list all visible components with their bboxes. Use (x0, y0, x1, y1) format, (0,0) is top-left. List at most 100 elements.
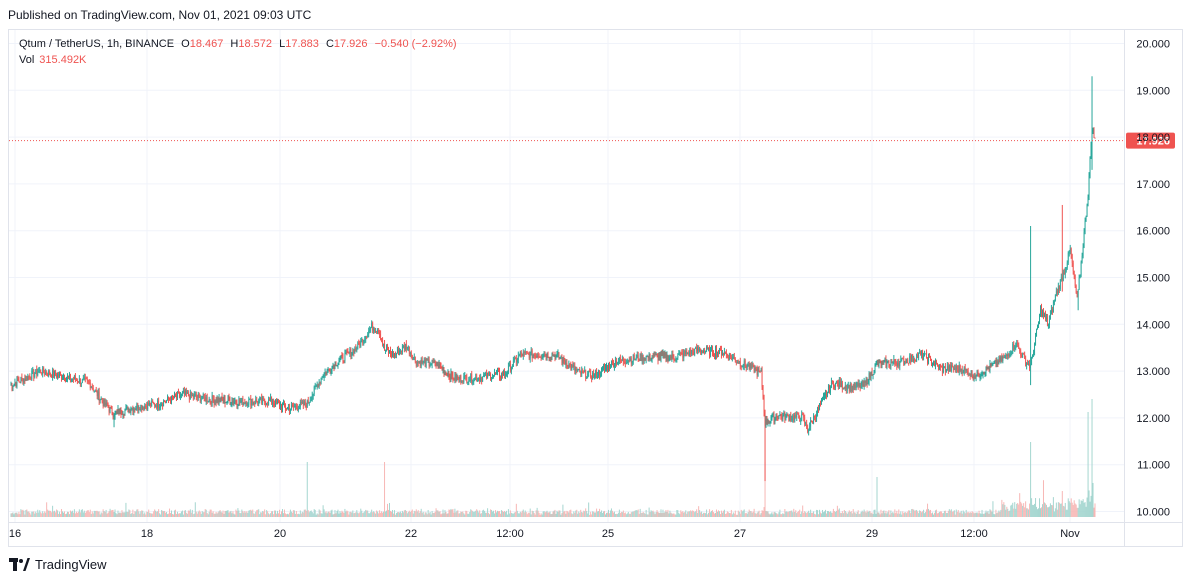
candle-body (450, 371, 452, 380)
candle-body (791, 418, 793, 420)
volume-bar (208, 511, 210, 517)
candle-body (343, 360, 345, 362)
volume-bar (946, 512, 948, 517)
candle-body (965, 369, 967, 371)
candle-body (1072, 262, 1074, 271)
volume-bar (795, 510, 797, 517)
candle-body (319, 381, 321, 383)
candle-body (232, 401, 234, 404)
candle-body (1015, 345, 1017, 348)
volume-bar (70, 511, 72, 517)
chart-frame[interactable] (8, 29, 1183, 547)
candle-body (44, 372, 46, 375)
candle-body (98, 391, 100, 401)
candle-body (638, 360, 640, 362)
volume-bar (180, 511, 182, 517)
candle-body (828, 386, 829, 393)
symbol-label[interactable]: Qtum / TetherUS, 1h, BINANCE (19, 38, 175, 50)
volume-bar (665, 510, 667, 517)
candle-body (138, 409, 140, 411)
volume-bar (426, 514, 428, 517)
volume-bar (768, 513, 770, 517)
candle-body (95, 389, 97, 391)
candle-body (418, 361, 420, 363)
volume-bar (176, 511, 178, 517)
volume-bar (379, 510, 381, 517)
volume-bar (553, 510, 555, 517)
candle-body (668, 358, 670, 362)
volume-bar (1033, 505, 1035, 517)
candle-body (74, 376, 75, 380)
candle-body (943, 366, 945, 368)
candle-body (251, 401, 253, 406)
candle-body (205, 397, 207, 402)
volume-bar (369, 513, 371, 517)
volume-bar (830, 512, 832, 517)
candle-body (640, 353, 642, 362)
volume-bar (812, 512, 814, 517)
candle-body (492, 376, 493, 379)
volume-bar (802, 505, 804, 517)
volume-bar (381, 511, 383, 517)
candle-body (584, 370, 586, 373)
volume-bar (1090, 495, 1092, 517)
candle-body (109, 407, 111, 412)
footer-brand[interactable]: TradingView (35, 557, 107, 572)
volume-bar (525, 512, 527, 517)
candle-body (24, 378, 26, 381)
candle-body (120, 408, 122, 415)
volume-bar (415, 509, 417, 517)
candle-body (507, 372, 508, 375)
candle-body (529, 352, 531, 359)
candle-body (513, 358, 515, 361)
volume-bar (793, 508, 795, 517)
volume-bar (493, 510, 495, 517)
volume-bar (511, 513, 513, 517)
volume-bar (782, 513, 784, 517)
volume-bar (744, 513, 746, 517)
volume-bar (232, 511, 234, 517)
volume-bar (922, 511, 924, 517)
candle-body (703, 350, 705, 354)
volume-bar (114, 509, 116, 517)
volume-bar (410, 510, 412, 517)
candle-body (947, 366, 949, 371)
candle-body (642, 354, 644, 361)
volume-bar (939, 511, 941, 517)
candle-body (455, 374, 457, 381)
x-tick-label: Nov (1060, 528, 1080, 540)
volume-bar (259, 514, 261, 517)
candle-body (296, 407, 298, 410)
candle-body (1081, 256, 1083, 263)
candle-body (78, 378, 80, 383)
candle-body (48, 370, 50, 376)
candle-body (403, 346, 405, 350)
candle-body (599, 370, 600, 376)
candle-body (1014, 347, 1016, 349)
candle-body (806, 422, 808, 428)
volume-bar (1088, 490, 1090, 517)
candle-body (1086, 205, 1088, 217)
volume-bar (399, 511, 401, 517)
volume-bar (695, 511, 697, 517)
candle-body (511, 366, 513, 368)
candle-body (411, 355, 413, 360)
candle-body (822, 398, 823, 400)
volume-bar (329, 512, 331, 517)
volume-bar (204, 509, 206, 517)
volume-bar (372, 512, 374, 517)
volume-bar (1051, 505, 1053, 517)
candle-body (71, 379, 72, 381)
volume-bar (563, 511, 565, 517)
tradingview-logo-icon[interactable] (9, 558, 30, 571)
volume-bar (573, 511, 575, 517)
candle-body (214, 400, 216, 404)
volume-bar (764, 462, 766, 517)
volume-bar (53, 511, 55, 517)
candle-body (1050, 313, 1051, 320)
volume-bar (530, 514, 532, 517)
volume-bar (907, 511, 909, 517)
candle-body (780, 414, 782, 416)
volume-bar (1008, 511, 1010, 517)
